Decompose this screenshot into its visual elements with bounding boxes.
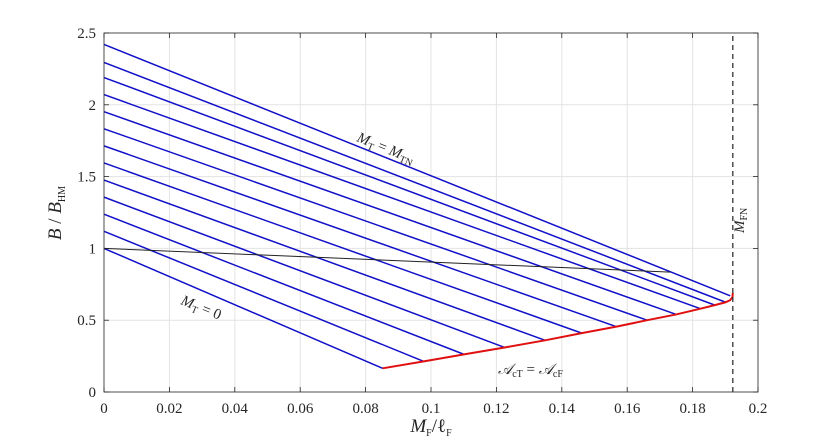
series-line-5 <box>103 162 582 334</box>
x-tick-label-5: 0.1 <box>422 401 441 417</box>
annotation-vertical: MFN <box>732 208 750 234</box>
boundary-curve <box>382 292 734 370</box>
x-tick-label-0: 0 <box>100 401 108 417</box>
x-tick-label-6: 0.12 <box>483 401 509 417</box>
x-tick-label-2: 0.04 <box>222 401 249 417</box>
x-tick-label-8: 0.16 <box>614 401 641 417</box>
y-tick-label-5: 2.5 <box>77 26 96 42</box>
tick-labels: 0 0.02 0.04 0.06 0.08 0.1 0.12 0.14 0.16 0.18 0.2 0… <box>77 26 767 417</box>
x-tick-label-1: 0.02 <box>156 401 182 417</box>
series-line-3 <box>103 196 505 349</box>
x-axis-label: MF/ℓF <box>409 416 452 439</box>
series-line-9 <box>103 93 701 310</box>
series-line-2 <box>103 213 465 356</box>
series-line-10 <box>103 76 716 306</box>
x-tick-label-7: 0.14 <box>549 401 576 417</box>
x-tick-label-3: 0.06 <box>287 401 314 417</box>
axes <box>103 32 759 393</box>
y-tick-label-3: 1.5 <box>77 170 96 186</box>
series-line-11 <box>103 61 726 303</box>
x-tick-label-10: 0.2 <box>749 401 768 417</box>
series-line-4 <box>103 179 546 342</box>
series-line-0 <box>103 247 383 369</box>
x-tick-label-9: 0.18 <box>679 401 705 417</box>
series-group <box>103 43 731 369</box>
series-line-8 <box>103 110 677 316</box>
series-line-6 <box>103 145 617 328</box>
y-tick-label-1: 0.5 <box>77 313 96 329</box>
y-axis-label: B / BHM <box>45 186 68 240</box>
series-line-1 <box>103 230 425 363</box>
reference-group <box>103 33 734 392</box>
reference-line <box>103 247 671 273</box>
series-line-7 <box>103 128 648 321</box>
y-tick-label-2: 1 <box>89 241 97 257</box>
x-tick-label-4: 0.08 <box>352 401 378 417</box>
y-tick-label-0: 0 <box>89 385 97 401</box>
series-line-12 <box>103 43 731 297</box>
annotation-top: MT = MTN <box>353 129 417 169</box>
y-tick-label-4: 2 <box>89 98 97 114</box>
